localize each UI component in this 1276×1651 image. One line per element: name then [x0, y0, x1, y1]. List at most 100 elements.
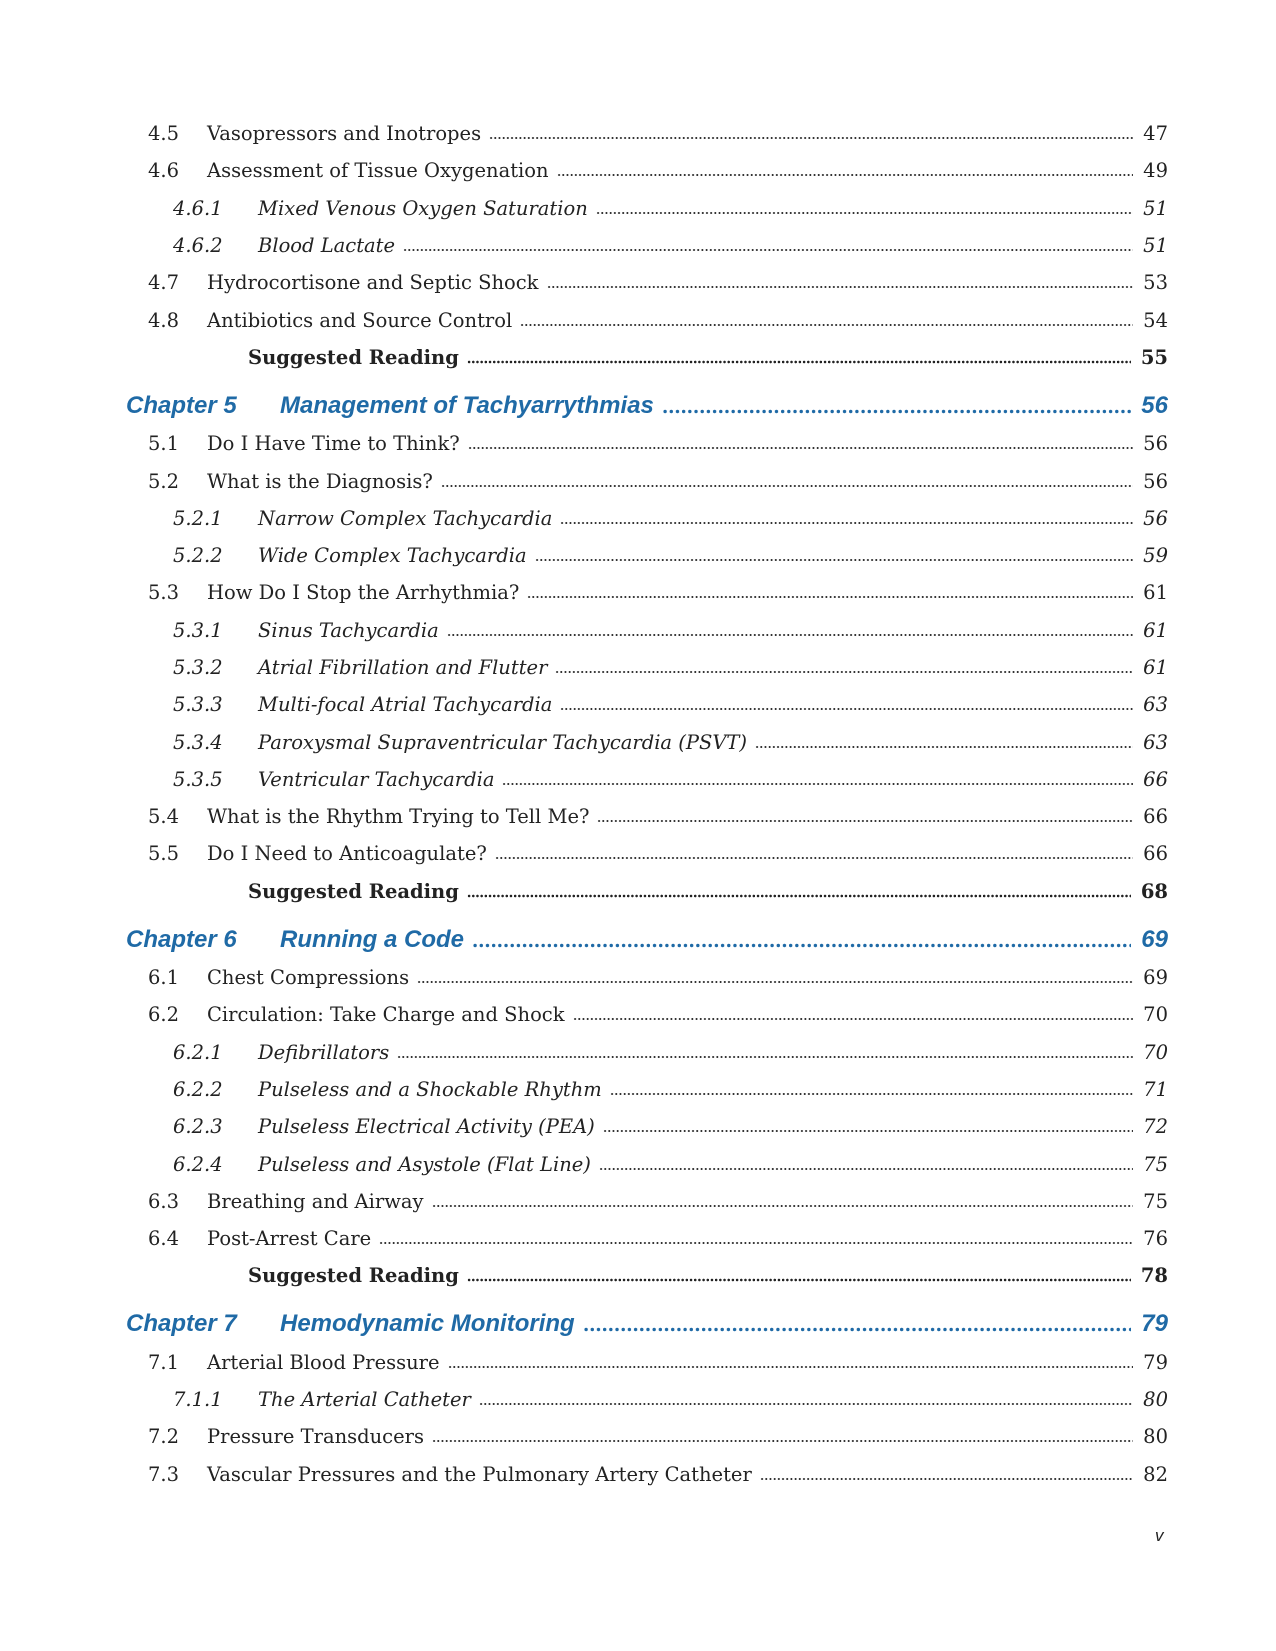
toc-suggested-reading-entry[interactable]: Suggested Reading 68: [0, 873, 1276, 910]
entry-page: 63: [1143, 730, 1168, 754]
entry-number: 4.8: [148, 308, 180, 332]
page-number: v: [1155, 1526, 1164, 1545]
toc-entry[interactable]: 4.6 Assessment of Tissue Oxygenation 49: [0, 152, 1276, 189]
dot-leader: [582, 1327, 1132, 1333]
entry-page: 66: [1143, 842, 1168, 866]
entry-title: Suggested Reading: [248, 345, 459, 369]
entry-page: 51: [1143, 234, 1168, 258]
entry-page: 79: [1143, 1350, 1168, 1374]
toc-entry[interactable]: 7.1.1 The Arterial Catheter 80: [0, 1381, 1276, 1418]
entry-page: 66: [1143, 767, 1168, 791]
dot-leader: [555, 670, 1134, 674]
toc-entry[interactable]: 5.3.3 Multi-focal Atrial Tachycardia 63: [0, 686, 1276, 723]
dot-leader: [602, 1129, 1134, 1134]
entry-number: 5.3: [148, 581, 180, 605]
toc-entry[interactable]: 5.3.2 Atrial Fibrillation and Flutter 61: [0, 649, 1276, 686]
toc-chapter-entry[interactable]: Chapter 7 Hemodynamic Monitoring 79: [0, 1305, 1276, 1344]
entry-number: 6.2.3: [173, 1115, 223, 1139]
entry-title: Do I Need to Anticoagulate?: [207, 842, 487, 866]
dot-leader: [467, 446, 1134, 451]
toc-entry[interactable]: 4.6.1 Mixed Venous Oxygen Saturation 51: [0, 190, 1276, 227]
entry-page: 61: [1143, 581, 1168, 605]
entry-title: Post-Arrest Care: [207, 1227, 372, 1251]
entry-title: Arterial Blood Pressure: [207, 1350, 440, 1374]
entry-title: Pulseless Electrical Activity (PEA): [258, 1115, 595, 1139]
entry-page: 49: [1143, 159, 1168, 183]
entry-number: 4.7: [148, 271, 180, 295]
entry-title: Atrial Fibrillation and Flutter: [258, 656, 548, 679]
entry-page: 56: [1143, 469, 1168, 493]
entry-number: 4.6: [148, 159, 180, 183]
toc-entry[interactable]: 6.2.2 Pulseless and a Shockable Rhythm 71: [0, 1071, 1276, 1108]
dot-leader: [431, 1203, 1134, 1208]
entry-page: 70: [1143, 1003, 1168, 1027]
toc-entry[interactable]: 5.3 How Do I Stop the Arrhythmia? 61: [0, 574, 1276, 611]
dot-leader: [447, 1364, 1134, 1369]
entry-number: 6.2.2: [173, 1077, 223, 1101]
toc-entry[interactable]: 6.4 Post-Arrest Care 76: [0, 1220, 1276, 1257]
dot-leader: [560, 707, 1134, 712]
entry-title: Vascular Pressures and the Pulmonary Art…: [207, 1462, 752, 1486]
entry-page: 71: [1143, 1077, 1168, 1101]
toc-entry[interactable]: 5.2 What is the Diagnosis? 56: [0, 462, 1276, 499]
entry-title: Assessment of Tissue Oxygenation: [207, 159, 549, 183]
toc-entry[interactable]: 5.3.1 Sinus Tachycardia 61: [0, 612, 1276, 649]
toc-entry[interactable]: 5.3.5 Ventricular Tachycardia 66: [0, 761, 1276, 798]
entry-title: Sinus Tachycardia: [258, 618, 439, 642]
toc-entry[interactable]: 6.2 Circulation: Take Charge and Shock 70: [0, 996, 1276, 1033]
toc-suggested-reading-entry[interactable]: Suggested Reading 78: [0, 1257, 1276, 1294]
toc-entry[interactable]: 4.8 Antibiotics and Source Control 54: [0, 301, 1276, 338]
entry-page: 53: [1143, 271, 1168, 295]
entry-number: 4.5: [148, 122, 180, 146]
dot-leader: [466, 893, 1131, 898]
dot-leader: [661, 408, 1132, 414]
toc-entry[interactable]: 6.3 Breathing and Airway 75: [0, 1183, 1276, 1220]
toc-entry[interactable]: 6.2.4 Pulseless and Asystole (Flat Line) 7…: [0, 1145, 1276, 1182]
dot-leader: [755, 744, 1134, 749]
entry-title: Do I Have Time to Think?: [207, 432, 460, 456]
entry-page: 76: [1143, 1227, 1168, 1251]
dot-leader: [431, 1439, 1134, 1444]
dot-leader: [379, 1241, 1134, 1246]
toc-entry[interactable]: 7.3 Vascular Pressures and the Pulmonary …: [0, 1456, 1276, 1493]
toc-entry[interactable]: 5.3.4 Paroxysmal Supraventricular Tachyca…: [0, 723, 1276, 760]
toc-entry[interactable]: 5.1 Do I Have Time to Think? 56: [0, 425, 1276, 462]
entry-page: 47: [1143, 122, 1168, 146]
toc-entry[interactable]: 5.5 Do I Need to Anticoagulate? 66: [0, 835, 1276, 872]
toc-entry[interactable]: 6.2.3 Pulseless Electrical Activity (PEA)…: [0, 1108, 1276, 1145]
toc-chapter-entry[interactable]: Chapter 6 Running a Code 69: [0, 920, 1276, 959]
entry-number: 6.2.1: [173, 1040, 223, 1064]
toc-entry[interactable]: 4.6.2 Blood Lactate 51: [0, 227, 1276, 264]
toc-entry[interactable]: 7.2 Pressure Transducers 80: [0, 1418, 1276, 1455]
entry-page: 61: [1143, 618, 1168, 642]
entry-page: 80: [1143, 1425, 1168, 1449]
dot-leader: [417, 980, 1134, 985]
entry-number: 5.4: [148, 805, 180, 829]
toc-entry[interactable]: 5.2.2 Wide Complex Tachycardia 59: [0, 537, 1276, 574]
toc-chapter-entry[interactable]: Chapter 5 Management of Tachyarrythmias 56: [0, 387, 1276, 426]
entry-title: Pressure Transducers: [207, 1425, 424, 1449]
entry-number: Chapter 5: [126, 391, 237, 419]
entry-page: 51: [1143, 196, 1168, 220]
toc-entry[interactable]: 6.2.1 Defibrillators 70: [0, 1034, 1276, 1071]
entry-page: 56: [1143, 506, 1168, 530]
toc-suggested-reading-entry[interactable]: Suggested Reading 55: [0, 339, 1276, 376]
dot-leader: [560, 520, 1134, 525]
entry-page: 69: [1143, 966, 1168, 990]
entry-page: 75: [1143, 1189, 1168, 1213]
entry-title: Wide Complex Tachycardia: [258, 544, 527, 568]
toc-entry[interactable]: 7.1 Arterial Blood Pressure 79: [0, 1344, 1276, 1381]
entry-page: 68: [1140, 879, 1168, 903]
entry-title: Narrow Complex Tachycardia: [258, 506, 553, 530]
entry-page: 56: [1143, 432, 1168, 456]
toc-entry[interactable]: 4.7 Hydrocortisone and Septic Shock 53: [0, 264, 1276, 301]
dot-leader: [759, 1476, 1134, 1481]
entry-number: 7.3: [148, 1462, 180, 1486]
toc-entry[interactable]: 6.1 Chest Compressions 69: [0, 959, 1276, 996]
entry-title: Chest Compressions: [207, 966, 410, 990]
toc-entry[interactable]: 4.5 Vasopressors and Inotropes 47: [0, 115, 1276, 152]
toc-entry[interactable]: 5.2.1 Narrow Complex Tachycardia 56: [0, 500, 1276, 537]
entry-page: 61: [1143, 656, 1168, 679]
toc-entry[interactable]: 5.4 What is the Rhythm Trying to Tell Me?…: [0, 798, 1276, 835]
entry-number: Chapter 7: [126, 1310, 237, 1338]
